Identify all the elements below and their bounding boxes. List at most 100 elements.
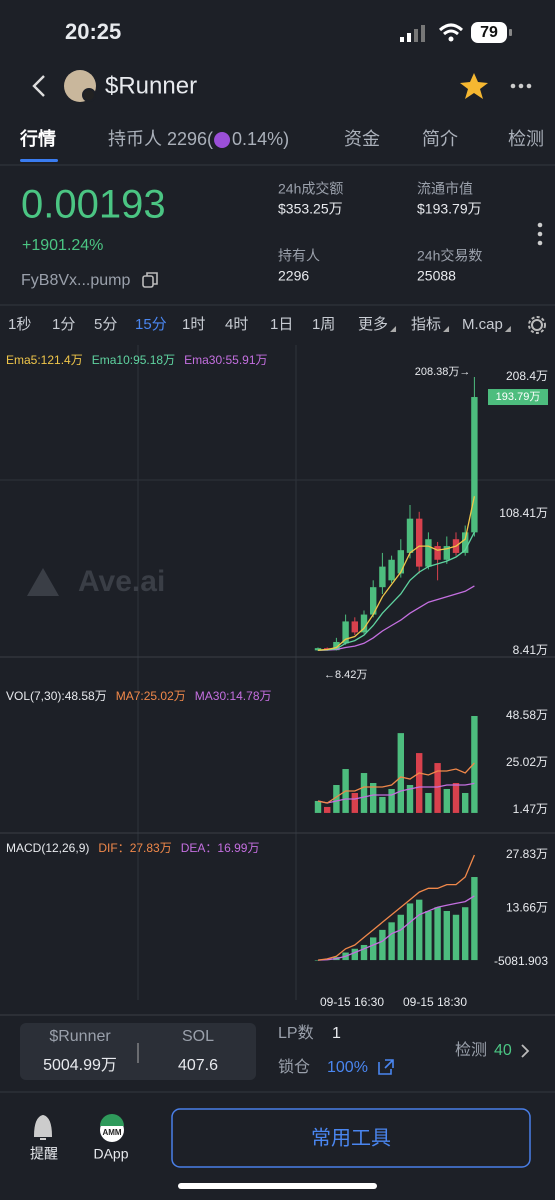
- ema10-line: [317, 531, 475, 651]
- lp-label: LP数: [278, 1024, 314, 1042]
- macd-bar: [360, 944, 368, 961]
- interval[interactable]: 指标: [411, 316, 441, 333]
- lp-value: 1: [332, 1025, 341, 1042]
- more[interactable]: [510, 83, 532, 89]
- stat-label: 流通市值: [417, 181, 473, 197]
- stat-label: 持有人: [278, 248, 320, 264]
- volume-bar: [443, 788, 450, 813]
- interval[interactable]: 更多: [358, 316, 388, 333]
- x-tick-label: 09-15 16:30: [320, 995, 384, 1009]
- low-label: ←8.42万: [324, 669, 367, 681]
- y-tick-label: 108.41万: [499, 506, 548, 520]
- y-tick-label: 48.58万: [506, 708, 548, 722]
- price-tag: [488, 389, 548, 406]
- dropdown: [504, 326, 511, 332]
- tools-button[interactable]: [171, 1108, 531, 1168]
- token-title: $Runner: [105, 72, 197, 99]
- tab-underline: [20, 159, 58, 162]
- macd-bar: [397, 914, 404, 961]
- interval[interactable]: 1时: [182, 316, 205, 333]
- bell[interactable]: [33, 1114, 53, 1140]
- settings[interactable]: [528, 316, 546, 334]
- interval[interactable]: 1周: [312, 316, 335, 333]
- interval[interactable]: 1分: [52, 316, 75, 333]
- legend: DEA：16.99万: [181, 841, 260, 855]
- amm-icon-top: [100, 1114, 124, 1126]
- favorite[interactable]: [460, 73, 488, 99]
- volume-bar: [351, 792, 358, 813]
- dropdown: [390, 326, 397, 332]
- candle-body: [471, 397, 478, 533]
- legend: MA30:14.78万: [195, 689, 272, 703]
- volume-bar: [333, 784, 340, 813]
- macd-bar: [425, 910, 432, 961]
- interval[interactable]: 15分: [135, 316, 167, 333]
- volume-bar: [425, 792, 432, 813]
- candle-body: [351, 621, 358, 633]
- interval[interactable]: 4时: [225, 316, 248, 333]
- macd-bar: [471, 877, 478, 961]
- legend: MA7:25.02万: [116, 689, 186, 703]
- ma30-line: [317, 782, 475, 804]
- stat-value: $193.79万: [417, 201, 482, 217]
- dapp[interactable]: DApp: [93, 1146, 128, 1162]
- price: 0.00193: [21, 183, 166, 227]
- signal: [400, 25, 425, 42]
- legend: Ema10:95.18万: [92, 353, 175, 367]
- volume-bar: [388, 788, 395, 813]
- lock-value[interactable]: 100%: [327, 1059, 368, 1076]
- interval[interactable]: 1日: [270, 316, 293, 333]
- external-link[interactable]: [378, 1059, 394, 1075]
- check-value[interactable]: 40: [494, 1042, 512, 1059]
- macd-bar: [434, 907, 441, 961]
- ema5-line: [317, 496, 476, 651]
- lock-label: 锁仓: [278, 1058, 310, 1076]
- legend: MACD(12,26,9): [6, 841, 89, 855]
- pair-value: 407.6: [178, 1057, 218, 1074]
- macd-bar: [416, 899, 423, 961]
- interval[interactable]: M.cap: [462, 316, 503, 333]
- volume-bar: [406, 784, 414, 813]
- tab[interactable]: 简介: [422, 129, 458, 149]
- price-change: +1901.24%: [22, 237, 103, 254]
- legend: Ema30:55.91万: [184, 353, 267, 367]
- price-more[interactable]: [537, 222, 543, 246]
- chevron: [521, 1044, 530, 1058]
- tab[interactable]: 0.14%): [232, 129, 289, 149]
- holder-icon: [214, 132, 231, 148]
- macd-bar: [452, 914, 460, 961]
- tools-button-label[interactable]: 常用工具: [311, 1126, 391, 1149]
- candle-body: [443, 546, 450, 560]
- tab[interactable]: 检测: [508, 129, 544, 149]
- interval[interactable]: 5分: [94, 316, 117, 333]
- interval[interactable]: 1秒: [8, 316, 31, 333]
- candle-body: [434, 546, 441, 560]
- wifi: [438, 23, 464, 36]
- volume-bar: [324, 806, 331, 813]
- candle-body: [333, 641, 340, 651]
- y-tick-label: 1.47万: [513, 802, 548, 816]
- pair-name: SOL: [182, 1028, 214, 1045]
- watermark-logo: [27, 568, 59, 596]
- back[interactable]: [32, 75, 45, 97]
- macd-bar: [314, 960, 322, 961]
- check-label[interactable]: 检测: [455, 1041, 487, 1059]
- volume-bar: [397, 733, 404, 813]
- volume-bar: [471, 716, 478, 813]
- tab[interactable]: 资金: [344, 129, 380, 149]
- watermark: Ave.ai: [78, 565, 165, 598]
- y-tick-label: 27.83万: [506, 847, 548, 861]
- price-tag-label: 193.79万: [496, 391, 541, 403]
- tab[interactable]: 持币人 2296(: [108, 129, 213, 149]
- macd-bar: [351, 948, 358, 961]
- candle-body: [360, 614, 368, 633]
- copy[interactable]: [142, 272, 158, 288]
- stat-label: 24h成交额: [278, 181, 343, 197]
- candle-body: [388, 559, 395, 581]
- ema30-line: [317, 585, 475, 651]
- candle-body: [406, 518, 414, 553]
- alert[interactable]: 提醒: [30, 1146, 58, 1162]
- tab[interactable]: 行情: [19, 128, 56, 149]
